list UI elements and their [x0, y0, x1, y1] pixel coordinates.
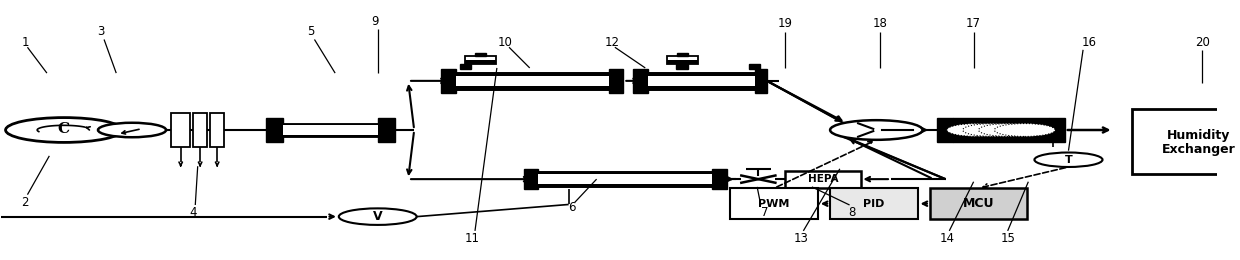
- Text: Humidity: Humidity: [1167, 129, 1230, 142]
- Text: 18: 18: [873, 17, 888, 30]
- Bar: [634, 69, 647, 93]
- Text: 4: 4: [188, 206, 197, 219]
- Text: C: C: [58, 122, 69, 136]
- Circle shape: [978, 124, 1039, 136]
- Text: 13: 13: [794, 232, 808, 245]
- Bar: [730, 188, 818, 219]
- Bar: [830, 188, 918, 219]
- Text: PID: PID: [863, 199, 884, 209]
- Bar: [712, 169, 727, 190]
- Circle shape: [339, 208, 417, 225]
- Text: V: V: [373, 210, 382, 223]
- Bar: [475, 53, 486, 56]
- Circle shape: [962, 124, 1023, 136]
- Bar: [193, 113, 207, 147]
- Bar: [647, 76, 755, 86]
- Bar: [171, 113, 191, 147]
- Bar: [441, 69, 455, 93]
- Bar: [523, 169, 538, 190]
- Text: 15: 15: [1001, 232, 1016, 245]
- Bar: [283, 125, 378, 135]
- Bar: [785, 171, 861, 187]
- Text: 7: 7: [760, 206, 769, 219]
- Bar: [749, 64, 760, 69]
- Text: T: T: [1065, 155, 1073, 165]
- Bar: [930, 188, 1027, 219]
- Circle shape: [947, 124, 1008, 136]
- Bar: [1132, 109, 1240, 174]
- Text: 14: 14: [940, 232, 955, 245]
- Bar: [937, 118, 954, 142]
- Circle shape: [1034, 153, 1102, 167]
- Text: 8: 8: [848, 206, 856, 219]
- Text: 6: 6: [568, 201, 577, 214]
- Text: 11: 11: [465, 232, 480, 245]
- Bar: [455, 76, 609, 86]
- Bar: [676, 64, 688, 69]
- Text: 3: 3: [97, 25, 104, 38]
- Bar: [210, 113, 224, 147]
- Bar: [465, 56, 496, 64]
- Text: HEPA: HEPA: [807, 174, 838, 184]
- Text: 12: 12: [605, 36, 620, 49]
- Circle shape: [830, 120, 923, 140]
- Text: 10: 10: [498, 36, 513, 49]
- Bar: [378, 118, 394, 142]
- Bar: [1049, 118, 1065, 142]
- Bar: [667, 60, 698, 64]
- Text: 2: 2: [21, 196, 29, 209]
- Bar: [677, 53, 688, 56]
- Circle shape: [98, 123, 166, 137]
- Bar: [954, 118, 1049, 142]
- Text: 19: 19: [777, 17, 792, 30]
- Circle shape: [5, 118, 123, 142]
- Circle shape: [994, 124, 1055, 136]
- Text: Exchanger: Exchanger: [1162, 143, 1235, 156]
- Text: MCU: MCU: [962, 197, 994, 210]
- Text: PWM: PWM: [759, 199, 790, 209]
- Text: 16: 16: [1081, 36, 1096, 49]
- Text: 20: 20: [1195, 36, 1210, 49]
- Text: 9: 9: [372, 15, 379, 28]
- Bar: [609, 69, 624, 93]
- Bar: [460, 64, 471, 69]
- Text: 17: 17: [966, 17, 981, 30]
- Bar: [265, 118, 283, 142]
- Bar: [465, 60, 496, 64]
- Bar: [755, 69, 766, 93]
- Text: 1: 1: [21, 36, 29, 49]
- Text: 5: 5: [308, 25, 315, 38]
- Bar: [667, 56, 698, 64]
- Bar: [538, 174, 712, 184]
- Bar: [1047, 147, 1059, 153]
